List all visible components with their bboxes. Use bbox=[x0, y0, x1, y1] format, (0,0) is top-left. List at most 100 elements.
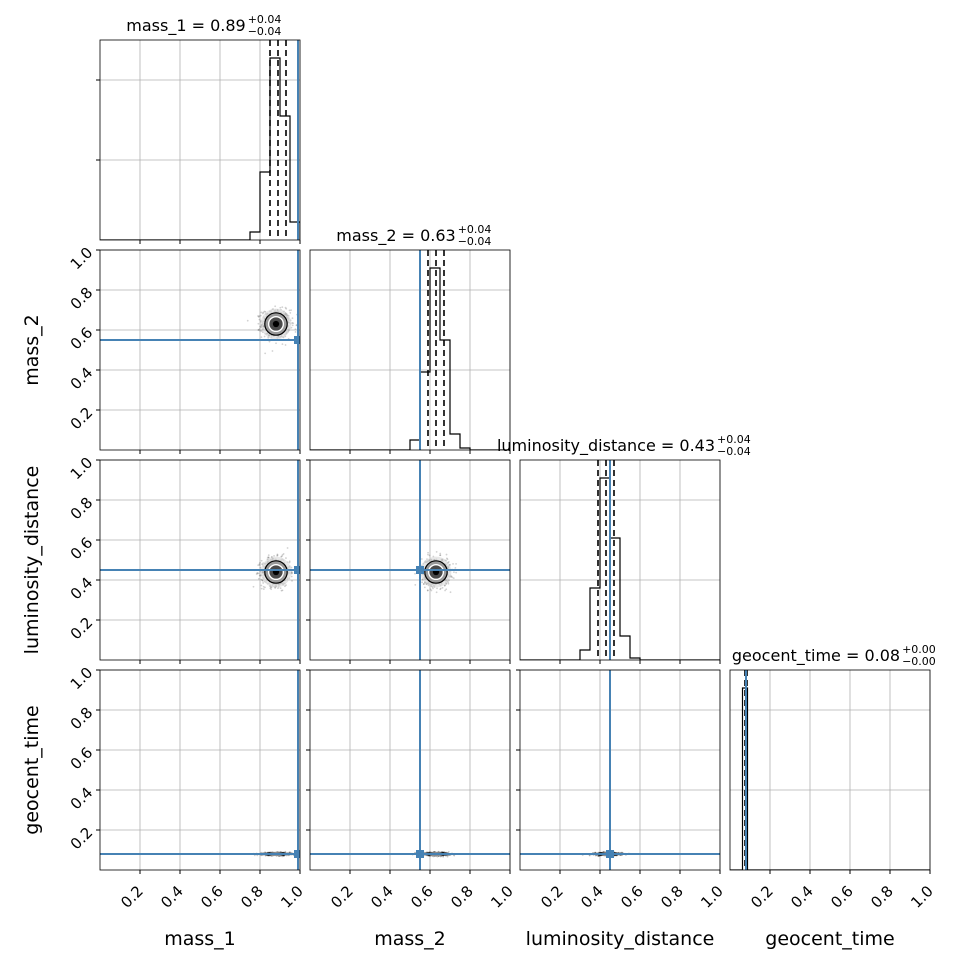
sample-point bbox=[288, 309, 291, 312]
sample-point bbox=[597, 855, 600, 858]
sample-point bbox=[257, 328, 260, 331]
x-tick-label: 0.6 bbox=[827, 882, 857, 912]
truth-marker bbox=[416, 850, 424, 858]
x-tick-label: 0.2 bbox=[117, 882, 147, 912]
sample-point bbox=[257, 577, 260, 580]
sample-point bbox=[432, 855, 435, 858]
sample-point bbox=[261, 563, 263, 566]
contour-core bbox=[272, 320, 280, 328]
sample-point bbox=[270, 588, 273, 591]
sample-point bbox=[430, 589, 433, 592]
x-axis-label-mass_2: mass_2 bbox=[374, 928, 446, 950]
sample-point bbox=[289, 851, 292, 854]
sample-point bbox=[264, 851, 266, 853]
x-tick-label: 0.8 bbox=[447, 882, 477, 912]
sample-point bbox=[423, 583, 425, 585]
histogram-step-luminosity_distance bbox=[520, 477, 720, 660]
sample-point bbox=[262, 585, 265, 588]
x-tick-label: 0.2 bbox=[327, 882, 357, 912]
sample-point bbox=[432, 587, 434, 590]
sample-point bbox=[260, 336, 263, 339]
sample-point bbox=[445, 557, 448, 560]
sample-point bbox=[260, 584, 263, 587]
truth-marker bbox=[416, 566, 424, 574]
sample-point bbox=[428, 554, 431, 557]
sample-point bbox=[281, 589, 284, 592]
sample-point bbox=[453, 571, 455, 574]
sample-point bbox=[453, 854, 456, 857]
panel-frame bbox=[309, 249, 511, 451]
title-mass_1: mass_1 = 0.89 bbox=[126, 16, 245, 36]
x-tick-label: 0.4 bbox=[787, 882, 817, 912]
sample-point bbox=[450, 575, 453, 578]
sample-point bbox=[288, 851, 291, 854]
sample-point bbox=[290, 309, 293, 312]
sample-point bbox=[588, 854, 591, 857]
panel-frame bbox=[99, 459, 301, 661]
sample-point bbox=[260, 578, 263, 581]
y-tick-label: 0.4 bbox=[67, 784, 97, 814]
sample-point bbox=[428, 850, 431, 853]
sample-point bbox=[259, 561, 261, 564]
y-tick-label: 0.6 bbox=[67, 534, 97, 564]
scatter-panel-mass_1-vs-mass_2: 0.2 0.4 0.6 0.8 1.0 mass_2 bbox=[21, 244, 301, 454]
truth-marker bbox=[606, 850, 614, 858]
sample-point bbox=[260, 587, 263, 590]
title-upper-error-luminosity_distance: +0.04 bbox=[717, 433, 751, 446]
sample-point bbox=[427, 553, 429, 556]
title-upper-error-mass_2: +0.04 bbox=[458, 223, 492, 236]
sample-point bbox=[446, 855, 449, 858]
sample-point bbox=[259, 325, 262, 328]
histogram-step-mass_1 bbox=[100, 57, 300, 240]
sample-point bbox=[440, 855, 443, 858]
sample-point bbox=[284, 585, 286, 588]
x-axis-label-luminosity_distance: luminosity_distance bbox=[526, 928, 715, 950]
sample-point bbox=[284, 850, 287, 853]
x-tick-label: 1.0 bbox=[277, 882, 307, 912]
sample-point bbox=[280, 555, 283, 558]
sample-point bbox=[259, 314, 262, 317]
sample-point bbox=[427, 551, 429, 554]
sample-point bbox=[266, 556, 269, 559]
histogram-panel-mass_2: mass_2 = 0.63 +0.04−0.04 bbox=[309, 223, 511, 454]
y-tick-label: 1.0 bbox=[67, 664, 97, 694]
sample-point bbox=[257, 322, 260, 325]
sample-point bbox=[421, 581, 424, 584]
x-tick-label: 0.6 bbox=[197, 882, 227, 912]
x-tick-label: 0.2 bbox=[537, 882, 567, 912]
panel-frame bbox=[309, 669, 511, 871]
gridlines bbox=[100, 249, 301, 450]
scatter-panel-mass_1-vs-luminosity_distance: 0.2 0.4 0.6 0.8 1.0 luminosity_distance bbox=[21, 454, 301, 664]
title-lower-error-luminosity_distance: −0.04 bbox=[717, 445, 751, 458]
x-tick-label: 0.8 bbox=[657, 882, 687, 912]
sample-point bbox=[435, 550, 438, 553]
x-tick-label: 0.8 bbox=[237, 882, 267, 912]
panel-frame bbox=[519, 459, 721, 661]
scatter-panel-luminosity_distance-vs-geocent_time: 0.2 0.4 0.6 0.8 1.0 luminosity_distance bbox=[516, 669, 727, 950]
sample-point bbox=[259, 329, 261, 332]
y-tick-label: 0.4 bbox=[67, 574, 97, 604]
sample-point bbox=[281, 855, 284, 858]
sample-point bbox=[281, 343, 284, 346]
sample-point bbox=[426, 589, 429, 592]
x-tick-label: 0.8 bbox=[867, 882, 897, 912]
x-tick-label: 1.0 bbox=[697, 882, 727, 912]
gridlines bbox=[310, 459, 511, 660]
title-luminosity_distance: luminosity_distance = 0.43 bbox=[497, 436, 715, 456]
x-tick-label: 0.2 bbox=[747, 882, 777, 912]
sample-point bbox=[439, 587, 442, 590]
sample-point bbox=[288, 560, 291, 563]
sample-point bbox=[447, 560, 450, 563]
sample-point bbox=[270, 586, 272, 589]
panel-frame bbox=[99, 669, 301, 871]
y-tick-label: 1.0 bbox=[67, 244, 97, 274]
sample-point bbox=[258, 315, 261, 317]
sample-point bbox=[260, 330, 263, 333]
sample-point bbox=[279, 587, 282, 590]
sample-point bbox=[257, 564, 260, 567]
sample-point bbox=[258, 328, 261, 330]
sample-point bbox=[267, 554, 270, 557]
sample-point bbox=[289, 312, 292, 314]
sample-point bbox=[454, 567, 457, 569]
sample-point bbox=[262, 582, 265, 584]
